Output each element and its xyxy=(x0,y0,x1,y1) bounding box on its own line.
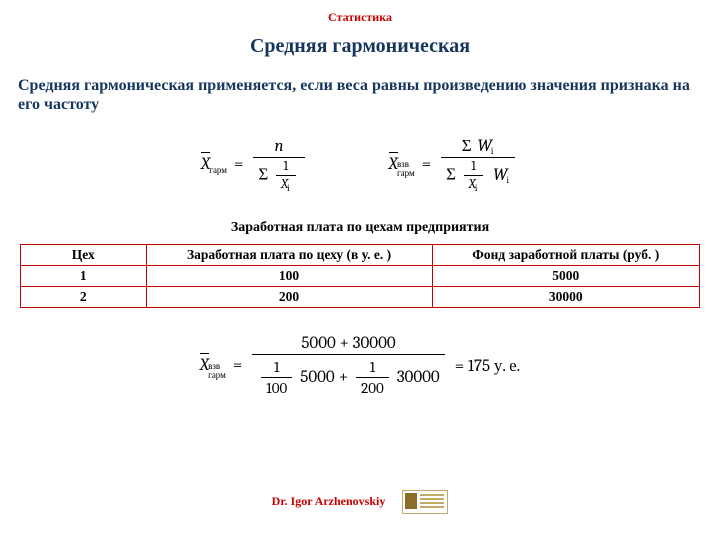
formula-weighted-harmonic: X взв гарм = Σ Wi Σ 1 Xi Wi xyxy=(389,136,519,192)
fraction: 5000 + 30000 1 100 5000 + 1 200 30000 xyxy=(252,334,444,397)
footer: Dr. Igor Arzhenovskiy xyxy=(0,490,720,514)
fraction: Σ Wi Σ 1 Xi Wi xyxy=(441,136,515,192)
cell: 1 xyxy=(21,266,147,287)
x-subscript-stack: взв гарм xyxy=(208,363,226,381)
cell: 5000 xyxy=(432,266,699,287)
col-header: Цех xyxy=(21,245,147,266)
plus: + xyxy=(339,368,348,387)
denominator: 1 100 5000 + 1 200 30000 xyxy=(252,354,444,397)
table-title: Заработная плата по цехам предприятия xyxy=(0,220,720,236)
numerator: n xyxy=(270,137,289,157)
denominator: Σ 1 Xi xyxy=(253,157,304,192)
table-header-row: Цех Заработная плата по цеху (в у. е. ) … xyxy=(21,245,700,266)
inner-fraction: 1 Xi xyxy=(276,159,296,192)
formula-simple-harmonic: X гарм = n Σ 1 Xi xyxy=(201,136,309,192)
page-title: Средняя гармоническая xyxy=(0,35,720,58)
author-label: Dr. Igor Arzhenovskiy xyxy=(272,494,386,508)
wage-table: Цех Заработная плата по цеху (в у. е. ) … xyxy=(20,244,700,308)
cell: 30000 xyxy=(432,287,699,308)
table-row: 2 200 30000 xyxy=(21,287,700,308)
sigma: Σ xyxy=(258,165,268,184)
cell: 100 xyxy=(146,266,432,287)
formula-computed: X взв гарм = 5000 + 30000 1 100 5000 + 1… xyxy=(0,334,720,397)
x-subscript: гарм xyxy=(209,165,227,176)
cell: 2 xyxy=(21,287,147,308)
numerator: Σ Wi xyxy=(457,136,500,157)
x-subscript-stack: взв гарм xyxy=(397,161,415,179)
institution-logo-icon xyxy=(402,490,448,514)
inner-fraction: 1 Xi xyxy=(464,159,484,192)
result: = 175 у. е. xyxy=(455,356,520,376)
sigma: Σ xyxy=(462,137,472,156)
numerator: 5000 + 30000 xyxy=(296,334,400,354)
inner-den: Xi xyxy=(276,175,296,192)
denominator: Σ 1 Xi Wi xyxy=(441,157,515,192)
formula-row: X гарм = n Σ 1 Xi X взв xyxy=(0,136,720,192)
col-header: Заработная плата по цеху (в у. е. ) xyxy=(146,245,432,266)
term1-fraction: 1 100 xyxy=(261,358,292,397)
equals: = xyxy=(234,155,243,174)
inner-den: Xi xyxy=(464,175,484,192)
fraction: n Σ 1 Xi xyxy=(253,137,304,192)
cell: 200 xyxy=(146,287,432,308)
term2-fraction: 1 200 xyxy=(356,358,389,397)
subject-label: Статистика xyxy=(0,0,720,25)
equals: = xyxy=(233,356,242,375)
intro-text: Средняя гармоническая применяется, если … xyxy=(18,76,702,114)
col-header: Фонд заработной платы (руб. ) xyxy=(432,245,699,266)
equals: = xyxy=(422,155,431,174)
table-row: 1 100 5000 xyxy=(21,266,700,287)
term1-mul: 5000 xyxy=(300,368,334,387)
term2-mul: 30000 xyxy=(397,368,440,387)
sigma: Σ xyxy=(446,166,456,185)
